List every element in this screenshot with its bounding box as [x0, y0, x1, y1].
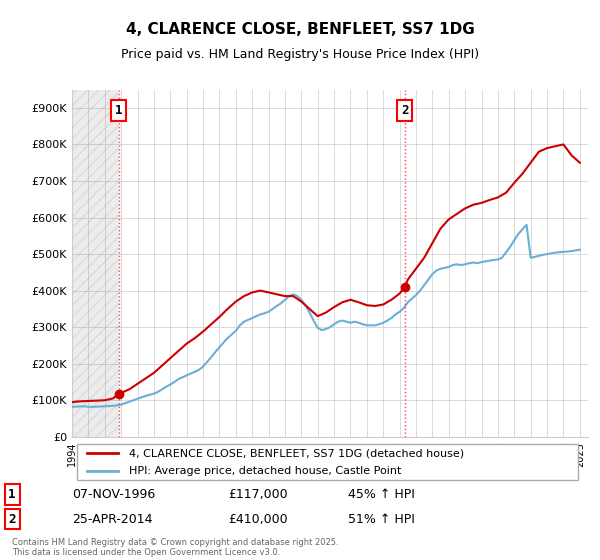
Text: 2: 2 [401, 104, 409, 117]
Text: 4, CLARENCE CLOSE, BENFLEET, SS7 1DG (detached house): 4, CLARENCE CLOSE, BENFLEET, SS7 1DG (de… [129, 449, 464, 459]
Text: 1: 1 [115, 104, 122, 117]
Text: 1: 1 [8, 488, 16, 501]
FancyBboxPatch shape [77, 445, 578, 479]
Text: 25-APR-2014: 25-APR-2014 [72, 512, 152, 526]
Text: Contains HM Land Registry data © Crown copyright and database right 2025.
This d: Contains HM Land Registry data © Crown c… [12, 538, 338, 557]
Text: 2: 2 [8, 512, 16, 526]
Text: 4, CLARENCE CLOSE, BENFLEET, SS7 1DG: 4, CLARENCE CLOSE, BENFLEET, SS7 1DG [125, 22, 475, 38]
Text: 45% ↑ HPI: 45% ↑ HPI [348, 488, 415, 501]
Text: HPI: Average price, detached house, Castle Point: HPI: Average price, detached house, Cast… [129, 465, 401, 475]
Text: £410,000: £410,000 [228, 512, 287, 526]
Text: Price paid vs. HM Land Registry's House Price Index (HPI): Price paid vs. HM Land Registry's House … [121, 48, 479, 60]
Text: 07-NOV-1996: 07-NOV-1996 [72, 488, 155, 501]
Bar [72, 90, 119, 437]
Text: 51% ↑ HPI: 51% ↑ HPI [348, 512, 415, 526]
Text: £117,000: £117,000 [228, 488, 287, 501]
